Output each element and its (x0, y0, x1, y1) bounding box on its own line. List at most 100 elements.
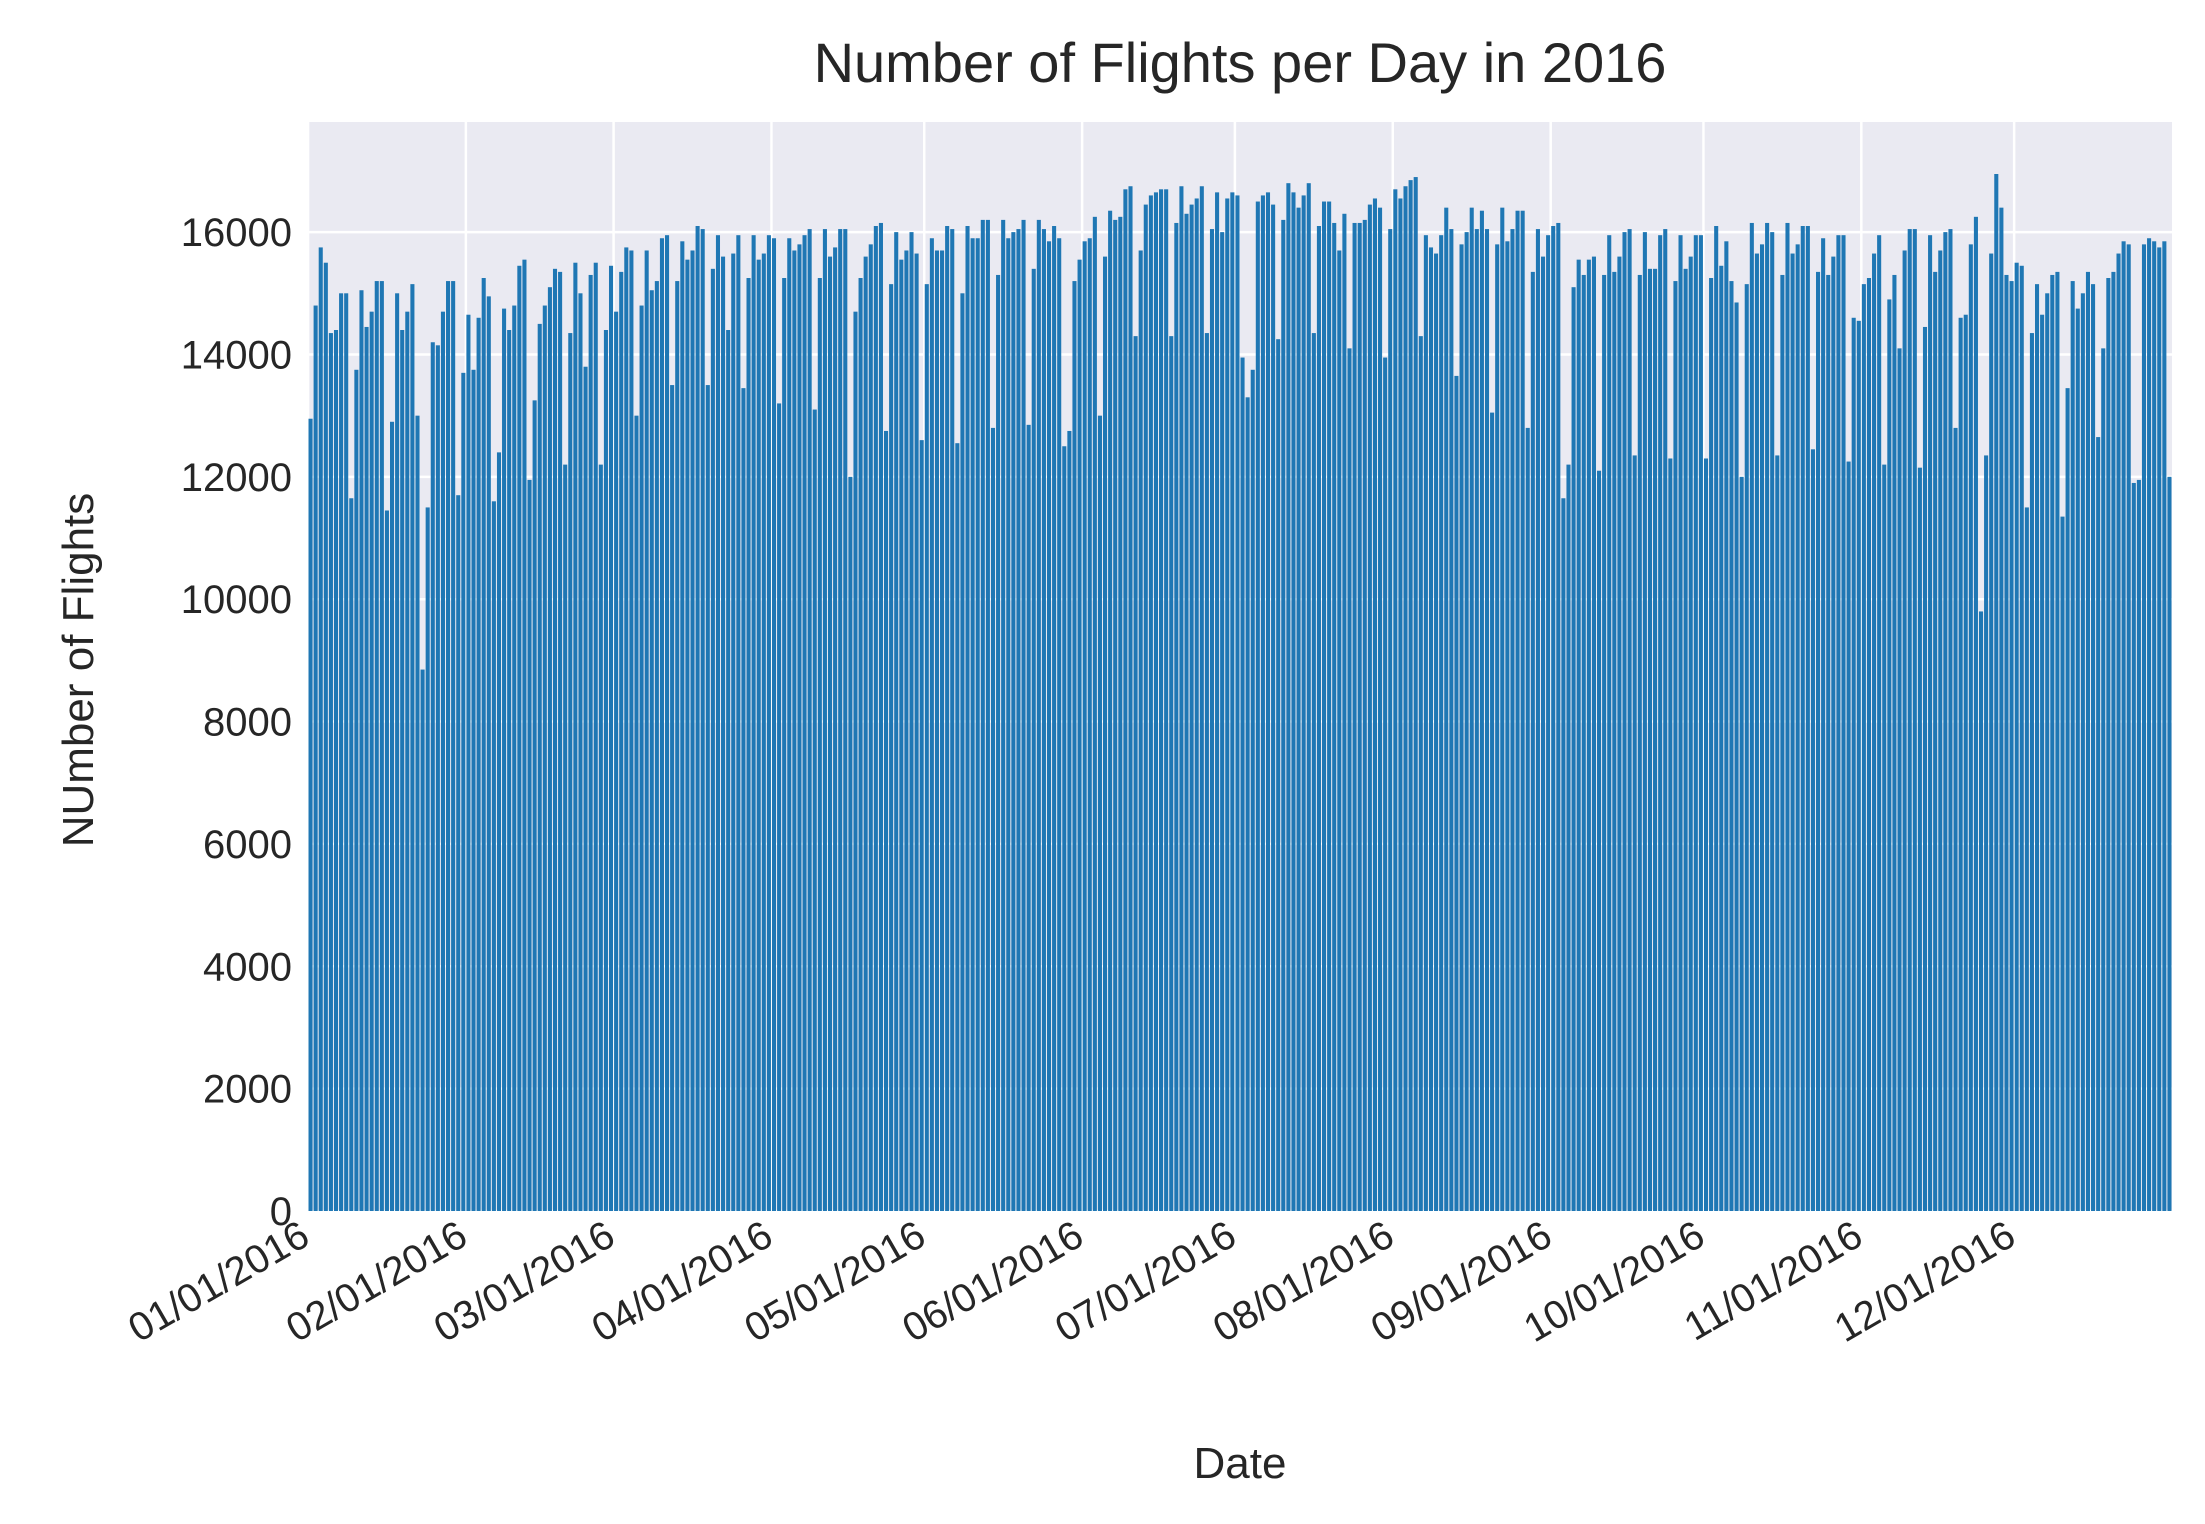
bar (990, 427, 996, 1211)
bar (700, 229, 705, 1211)
bar (349, 498, 354, 1211)
bar (634, 415, 639, 1211)
bar (756, 259, 761, 1211)
bar (1449, 229, 1454, 1211)
bar (624, 247, 629, 1212)
bar (1805, 226, 1810, 1211)
bar (1790, 253, 1795, 1212)
bar (507, 330, 512, 1211)
bar (522, 259, 527, 1211)
bar (1260, 195, 1265, 1212)
bar (1036, 219, 1041, 1211)
bar (1922, 326, 1928, 1211)
bar (1276, 339, 1281, 1211)
bar (1428, 247, 1434, 1212)
bar (1678, 235, 1683, 1211)
bar (2085, 271, 2090, 1211)
bar (695, 226, 700, 1211)
bar (1383, 357, 1388, 1211)
y-axis-label: NUmber of Flights (54, 493, 103, 848)
bar (1057, 238, 1062, 1212)
bar (359, 290, 364, 1211)
bar (1184, 213, 1189, 1211)
bar (1209, 229, 1215, 1211)
bar (1861, 284, 1866, 1211)
bar (2040, 314, 2045, 1212)
bar (1658, 235, 1663, 1211)
bar (1897, 348, 1902, 1211)
bar (965, 226, 970, 1211)
bar (2019, 265, 2024, 1211)
bar (909, 232, 914, 1211)
bar (1077, 259, 1082, 1211)
bar (456, 495, 461, 1211)
bar (1749, 222, 1754, 1211)
bar (1851, 317, 1856, 1211)
bar (1281, 219, 1286, 1211)
bar (929, 238, 934, 1212)
bar (1072, 281, 1077, 1211)
bar (1301, 195, 1306, 1212)
bar (1240, 357, 1245, 1211)
bar (807, 229, 812, 1211)
bar (1515, 210, 1520, 1211)
bar (2147, 238, 2152, 1212)
bar (1953, 427, 1958, 1211)
bar (1133, 336, 1138, 1211)
bar (822, 229, 827, 1211)
bar (466, 314, 471, 1212)
bar (1194, 198, 1199, 1212)
bar (2091, 284, 2096, 1211)
bar (379, 281, 384, 1211)
bar (726, 330, 731, 1211)
bar (1046, 241, 1052, 1212)
bar (1551, 226, 1556, 1211)
bar (1179, 186, 1184, 1212)
bar (1826, 274, 1831, 1211)
bar (1306, 183, 1311, 1212)
bar (476, 317, 481, 1211)
bar (1892, 274, 1897, 1211)
bar (1530, 271, 1535, 1211)
bar (1653, 268, 1658, 1212)
bar (400, 330, 405, 1211)
bar (1393, 189, 1398, 1212)
bar (1546, 235, 1551, 1211)
bar (1169, 336, 1174, 1211)
bar (802, 235, 807, 1211)
bar (680, 241, 685, 1212)
bar (2152, 241, 2157, 1212)
bar (2070, 281, 2075, 1211)
bar (970, 238, 975, 1212)
bar (1199, 186, 1204, 1212)
bar (1357, 222, 1362, 1211)
y-tick-label: 16000 (181, 211, 292, 255)
bar (1128, 186, 1133, 1212)
bar (960, 293, 965, 1211)
bar (675, 281, 680, 1211)
bar (1846, 461, 1851, 1211)
bar (1220, 232, 1225, 1211)
bar (344, 293, 349, 1211)
bar (1271, 204, 1276, 1212)
bar (1958, 317, 1963, 1211)
bar (369, 311, 374, 1211)
y-tick-label: 6000 (203, 823, 292, 867)
bar (1316, 226, 1321, 1211)
bar (598, 464, 603, 1211)
bar (1902, 250, 1907, 1212)
bar (1500, 207, 1505, 1211)
bar (1143, 204, 1148, 1212)
bar (1138, 250, 1143, 1212)
bar (1765, 222, 1770, 1211)
bar (1612, 271, 1617, 1211)
bar (940, 250, 945, 1212)
bar (578, 293, 583, 1211)
bar (1026, 424, 1031, 1212)
bar (1479, 210, 1484, 1211)
y-tick-labels: 0 2000 4000 6000 8000 10000 12000 14000 16000 (181, 211, 292, 1234)
y-tick-label: 14000 (181, 333, 292, 377)
bar (1907, 229, 1912, 1211)
bar (1576, 259, 1581, 1211)
bar (1204, 333, 1209, 1211)
